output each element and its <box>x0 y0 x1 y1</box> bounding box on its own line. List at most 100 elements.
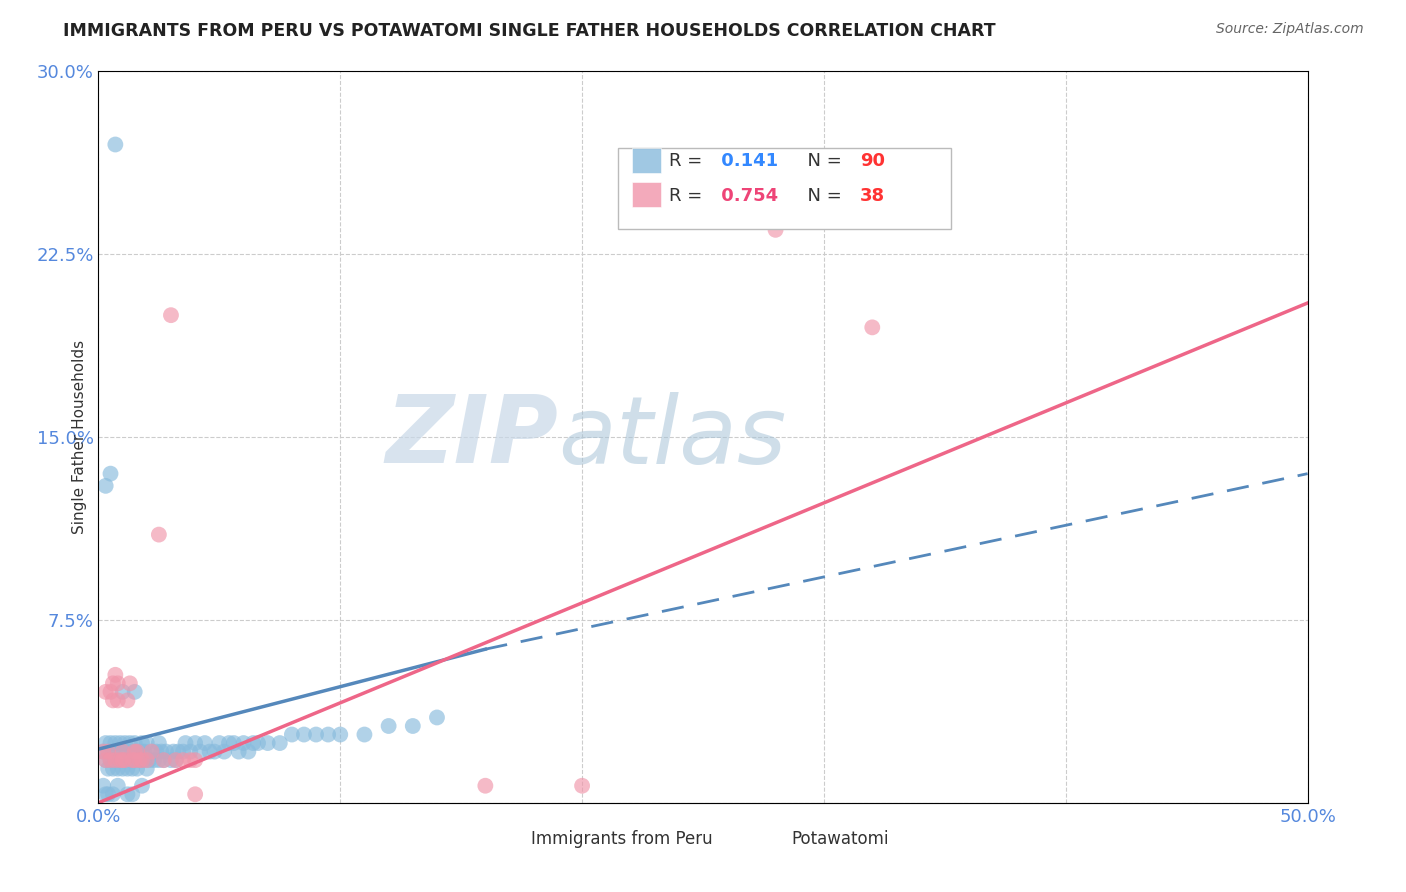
Point <box>104 667 127 681</box>
Y-axis label: Single Father Households: Single Father Households <box>72 340 87 534</box>
Point <box>94 685 117 699</box>
Point <box>174 736 197 750</box>
Point <box>101 745 124 759</box>
Point <box>131 736 153 750</box>
Point <box>111 753 134 767</box>
Text: Source: ZipAtlas.com: Source: ZipAtlas.com <box>1216 22 1364 37</box>
Point <box>134 753 156 767</box>
FancyBboxPatch shape <box>631 182 661 207</box>
Point <box>111 745 134 759</box>
Point <box>100 685 122 699</box>
Point <box>121 745 143 759</box>
Point <box>97 745 120 759</box>
Point <box>108 736 131 750</box>
Point <box>184 787 207 801</box>
Point <box>101 762 124 776</box>
Text: 38: 38 <box>860 186 886 204</box>
Point <box>145 745 167 759</box>
Point <box>97 787 120 801</box>
Point <box>426 710 449 724</box>
Point <box>117 745 139 759</box>
Point <box>143 753 166 767</box>
Point <box>212 745 235 759</box>
Point <box>152 753 174 767</box>
Point <box>101 787 124 801</box>
Point <box>329 727 352 741</box>
Text: N =: N = <box>796 186 848 204</box>
Point <box>188 745 211 759</box>
Point <box>97 745 120 759</box>
Point <box>134 745 156 759</box>
Point <box>571 779 593 793</box>
Point <box>353 727 375 741</box>
Point <box>316 727 339 741</box>
Point <box>117 693 139 707</box>
Point <box>179 753 201 767</box>
Point <box>94 479 117 493</box>
Point <box>107 693 129 707</box>
Point <box>100 753 122 767</box>
Point <box>242 736 264 750</box>
Point <box>100 736 122 750</box>
Point <box>131 779 153 793</box>
Point <box>148 736 170 750</box>
Point <box>107 762 129 776</box>
Point <box>135 762 157 776</box>
Text: ZIP: ZIP <box>385 391 558 483</box>
Point <box>94 787 117 801</box>
Point <box>111 685 134 699</box>
Point <box>141 745 163 759</box>
Text: Immigrants from Peru: Immigrants from Peru <box>531 830 713 848</box>
Point <box>114 753 136 767</box>
Point <box>111 762 134 776</box>
Point <box>232 736 254 750</box>
Point <box>124 745 146 759</box>
Point <box>108 753 131 767</box>
Point <box>228 745 250 759</box>
Point <box>107 745 129 759</box>
Point <box>111 745 134 759</box>
Point <box>94 753 117 767</box>
Point <box>104 137 127 152</box>
Point <box>97 762 120 776</box>
Point <box>94 753 117 767</box>
Point <box>165 753 187 767</box>
Point <box>292 727 315 741</box>
Point <box>118 753 141 767</box>
Point <box>128 753 150 767</box>
Point <box>91 779 114 793</box>
Point <box>162 745 184 759</box>
Point <box>121 787 143 801</box>
Point <box>108 753 131 767</box>
FancyBboxPatch shape <box>755 830 786 852</box>
Text: atlas: atlas <box>558 392 786 483</box>
Point <box>247 736 270 750</box>
Point <box>104 736 127 750</box>
Point <box>135 753 157 767</box>
Point <box>148 527 170 541</box>
Point <box>184 736 207 750</box>
Point <box>138 753 160 767</box>
Text: 0.141: 0.141 <box>716 153 778 170</box>
Point <box>305 727 328 741</box>
Point <box>148 753 170 767</box>
Point <box>281 727 304 741</box>
Point <box>402 719 425 733</box>
Point <box>165 753 187 767</box>
Point <box>94 736 117 750</box>
Text: 0.754: 0.754 <box>716 186 778 204</box>
Point <box>860 320 883 334</box>
Point <box>101 676 124 690</box>
Point <box>194 736 217 750</box>
Point <box>124 685 146 699</box>
Point <box>117 762 139 776</box>
Point <box>160 753 183 767</box>
Point <box>124 753 146 767</box>
Point <box>269 736 291 750</box>
Text: R =: R = <box>669 186 709 204</box>
Point <box>121 753 143 767</box>
Point <box>256 736 278 750</box>
Point <box>118 736 141 750</box>
Point <box>104 753 127 767</box>
Point <box>141 745 163 759</box>
